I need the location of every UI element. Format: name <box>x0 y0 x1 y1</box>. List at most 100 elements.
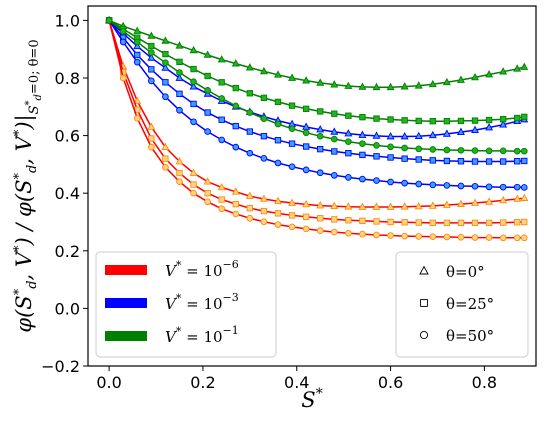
data-point <box>401 155 408 162</box>
data-point <box>415 156 422 163</box>
data-point <box>189 168 198 176</box>
data-point <box>345 112 352 119</box>
data-point <box>513 234 521 242</box>
data-point <box>119 74 127 82</box>
data-point <box>189 45 198 54</box>
data-point <box>203 50 212 58</box>
data-point <box>499 219 507 226</box>
data-point <box>457 158 465 165</box>
data-point <box>147 143 155 151</box>
data-point <box>190 189 197 197</box>
data-point <box>414 131 423 140</box>
data-point <box>204 128 211 135</box>
data-point <box>288 140 296 147</box>
data-point <box>176 58 183 66</box>
data-point <box>521 113 528 121</box>
data-point <box>429 181 437 189</box>
data-point <box>400 82 409 90</box>
data-point <box>288 125 296 133</box>
series-layer <box>105 15 529 242</box>
data-point <box>246 214 254 222</box>
data-point <box>513 64 522 72</box>
series-6 <box>105 15 529 91</box>
data-point <box>260 133 268 140</box>
data-point <box>175 73 184 81</box>
data-point <box>162 163 169 171</box>
data-point <box>133 58 141 66</box>
data-point <box>134 51 141 59</box>
data-point <box>302 105 310 112</box>
data-point <box>386 131 395 140</box>
data-point <box>401 117 408 124</box>
data-point <box>345 149 352 157</box>
data-point <box>429 157 436 164</box>
legend-marker-symbol <box>420 299 428 307</box>
data-point <box>162 59 169 67</box>
data-point <box>345 217 352 224</box>
legend-marker-symbol <box>419 265 429 275</box>
data-point <box>415 180 423 188</box>
data-point <box>218 136 226 144</box>
data-point <box>514 114 521 122</box>
data-point <box>288 163 296 171</box>
data-point <box>513 194 522 202</box>
data-point <box>345 174 352 181</box>
data-point <box>288 223 296 231</box>
data-point <box>471 182 479 190</box>
data-point <box>204 190 211 197</box>
data-point <box>429 146 437 153</box>
y-tick-label: 0.6 <box>55 127 80 146</box>
legend-color: V* = 10−6 V* = 10−3 V* = 10−1 <box>95 251 277 358</box>
data-point <box>442 77 451 86</box>
data-point <box>133 114 141 122</box>
y-axis-label: φ(S*d, V*) / φ(S*d, V*)|S*d=0; θ=0 <box>12 39 44 332</box>
data-point <box>499 158 507 165</box>
x-axis-label: S* <box>301 386 322 412</box>
data-point <box>260 207 268 215</box>
data-point <box>428 79 437 88</box>
data-point <box>401 179 408 187</box>
data-point <box>443 233 451 241</box>
data-point <box>316 227 324 234</box>
data-point <box>359 151 366 159</box>
data-point <box>162 79 169 86</box>
data-point <box>429 219 436 227</box>
data-point <box>499 120 508 128</box>
data-point <box>521 157 528 165</box>
data-point <box>316 132 324 140</box>
legend-color-label: V* = 10−6 <box>165 258 239 280</box>
data-point <box>288 198 297 206</box>
data-point <box>372 82 381 91</box>
y-tick-label: 0.4 <box>55 184 80 203</box>
data-point <box>372 202 381 210</box>
data-point <box>302 166 310 174</box>
data-point <box>443 219 451 227</box>
x-tick-label: 0.0 <box>96 373 121 392</box>
legend-color-label: V* = 10−3 <box>165 291 239 313</box>
data-point <box>274 210 282 217</box>
series-0 <box>105 15 529 210</box>
data-point <box>386 202 395 210</box>
data-point <box>232 84 239 92</box>
data-point <box>428 130 437 139</box>
data-point <box>456 75 465 83</box>
data-point <box>443 146 451 154</box>
data-point <box>471 72 479 81</box>
data-point <box>148 42 155 50</box>
data-point <box>203 177 212 185</box>
data-point <box>513 183 521 191</box>
data-point <box>232 102 240 110</box>
legend-marker: θ=0° θ=25° θ=50° <box>395 251 529 358</box>
data-point <box>316 169 324 177</box>
data-point <box>387 232 394 239</box>
data-point <box>485 183 493 191</box>
data-point <box>176 106 183 114</box>
data-point <box>302 199 311 208</box>
x-tick-label: 0.8 <box>472 373 497 392</box>
data-point <box>344 81 353 89</box>
data-point <box>147 77 155 85</box>
data-point <box>414 201 423 210</box>
data-point <box>513 147 521 155</box>
data-point <box>373 142 380 149</box>
